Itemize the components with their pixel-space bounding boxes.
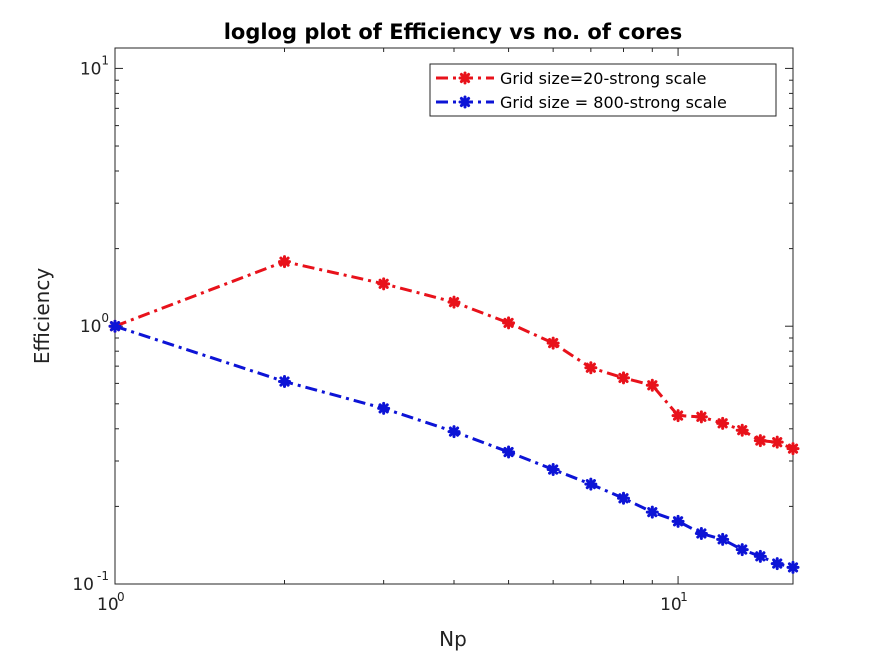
data-point xyxy=(617,491,630,505)
series-line xyxy=(114,260,794,450)
data-point xyxy=(377,401,391,415)
y-tick-label: 10 xyxy=(80,59,102,79)
data-point xyxy=(786,560,800,574)
legend-box xyxy=(429,63,777,117)
legend: Grid size=20-strong scale Grid size = 80… xyxy=(429,63,777,117)
y-tick-exponent: 0 xyxy=(101,311,109,325)
data-point xyxy=(786,442,800,456)
x-tick-exponent: 1 xyxy=(680,590,688,604)
data-point xyxy=(447,425,461,439)
data-point xyxy=(458,71,472,85)
x-tick-label: 10 xyxy=(660,595,682,615)
data-point xyxy=(546,463,560,477)
series-2 xyxy=(108,319,800,574)
data-point xyxy=(671,514,685,528)
data-point xyxy=(753,434,767,448)
data-point xyxy=(753,549,767,563)
data-point xyxy=(671,409,685,423)
data-point xyxy=(502,445,516,459)
y-tick-exponent: 1 xyxy=(101,53,109,67)
chart-title: loglog plot of Efficiency vs no. of core… xyxy=(224,20,683,44)
data-point xyxy=(108,319,122,333)
data-point xyxy=(770,557,784,571)
data-point xyxy=(694,410,708,424)
x-axis-label: Np xyxy=(439,627,467,651)
data-point xyxy=(694,526,708,540)
data-point xyxy=(584,477,598,491)
y-tick-exponent: -1 xyxy=(97,569,109,583)
data-point xyxy=(645,505,659,519)
data-point xyxy=(770,435,784,449)
data-point xyxy=(716,416,730,430)
data-point xyxy=(735,543,749,557)
plot-area xyxy=(114,47,794,585)
data-point xyxy=(278,255,291,269)
data-point xyxy=(377,277,391,291)
data-point xyxy=(716,532,730,546)
data-point xyxy=(617,371,630,385)
data-point xyxy=(645,378,659,392)
legend-item-1: Grid size=20-strong scale xyxy=(436,69,706,88)
legend-label: Grid size=20-strong scale xyxy=(500,69,706,88)
series-line xyxy=(114,324,794,569)
data-point xyxy=(546,336,560,350)
data-point xyxy=(584,361,598,375)
series-1 xyxy=(108,255,800,456)
legend-item-2: Grid size = 800-strong scale xyxy=(436,93,727,112)
y-tick-label: 10 xyxy=(80,317,102,337)
data-point xyxy=(735,423,749,437)
data-point xyxy=(458,95,472,109)
data-point xyxy=(278,375,291,389)
data-point xyxy=(447,295,461,309)
x-tick-exponent: 0 xyxy=(117,590,125,604)
y-tick-label: 10 xyxy=(72,575,94,595)
y-axis-label: Efficiency xyxy=(30,268,54,365)
legend-label: Grid size = 800-strong scale xyxy=(500,93,727,112)
x-tick-label: 10 xyxy=(97,595,119,615)
data-point xyxy=(502,316,516,330)
